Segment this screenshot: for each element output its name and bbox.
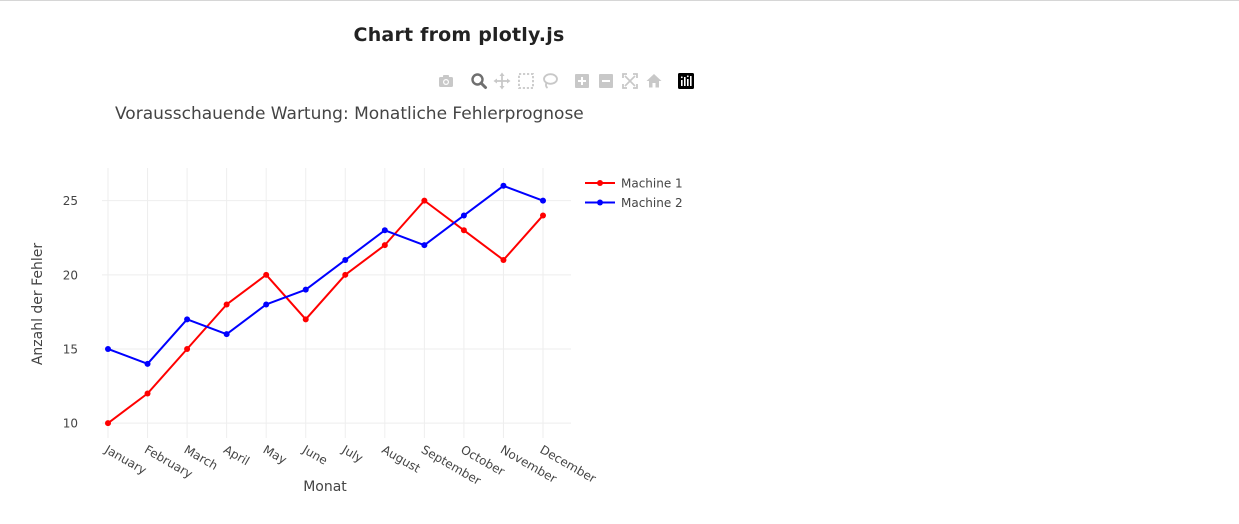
data-point[interactable] [302, 286, 309, 293]
legend-item-1[interactable]: Machine 1 [585, 177, 683, 191]
x-tick-label: April [221, 442, 252, 468]
data-point[interactable] [302, 316, 309, 323]
y-tick-label: 20 [63, 268, 78, 282]
x-tick-label: January [102, 442, 149, 477]
legend-item-2[interactable]: Machine 2 [585, 196, 683, 210]
reset-axes-icon[interactable] [644, 71, 664, 91]
data-point[interactable] [263, 271, 270, 278]
x-tick-label: July [339, 442, 366, 465]
data-point[interactable] [460, 227, 467, 234]
chart-grid [102, 168, 571, 438]
data-point[interactable] [421, 197, 428, 204]
data-point[interactable] [105, 420, 111, 427]
zoom-in-icon[interactable] [572, 71, 592, 91]
data-point[interactable] [184, 316, 191, 323]
y-tick-label: 25 [63, 194, 78, 208]
data-point[interactable] [144, 390, 151, 397]
top-divider [0, 0, 1239, 1]
series-line-1 [107, 199, 544, 424]
chart-title: Vorausschauende Wartung: Monatliche Fehl… [115, 104, 584, 124]
data-point[interactable] [460, 212, 467, 219]
data-point[interactable] [381, 242, 388, 249]
zoom-icon[interactable] [469, 71, 489, 91]
data-point[interactable] [263, 301, 270, 308]
pan-icon[interactable] [492, 71, 512, 91]
x-tick-label: August [379, 442, 423, 475]
data-point[interactable] [342, 271, 349, 278]
autoscale-icon[interactable] [620, 71, 640, 91]
x-axis-label: Monat [303, 479, 347, 495]
data-point[interactable] [223, 301, 230, 308]
data-point[interactable] [105, 345, 111, 352]
data-point[interactable] [540, 197, 546, 204]
data-point[interactable] [381, 227, 388, 234]
data-point[interactable] [342, 256, 349, 263]
chart-legend[interactable]: Machine 1 Machine 2 [585, 177, 683, 211]
data-point[interactable] [144, 360, 151, 367]
camera-icon[interactable] [436, 71, 456, 91]
box-select-icon[interactable] [516, 71, 536, 91]
legend-label: Machine 1 [621, 177, 683, 191]
legend-swatch-marker [597, 180, 603, 186]
data-point[interactable] [540, 212, 546, 219]
x-tick-label: June [299, 442, 330, 468]
y-tick-label: 10 [63, 417, 78, 431]
page-title: Chart from plotly.js [353, 24, 565, 46]
y-axis-ticks: 10 15 20 25 [63, 194, 78, 431]
y-axis-label: Anzahl der Fehler [30, 243, 46, 366]
zoom-out-icon[interactable] [596, 71, 616, 91]
x-tick-label: May [261, 442, 289, 467]
legend-label: Machine 2 [621, 196, 683, 210]
data-point[interactable] [421, 242, 428, 249]
chart-series [105, 182, 546, 427]
data-point[interactable] [184, 345, 191, 352]
plotly-logo-icon[interactable] [676, 71, 696, 91]
data-point[interactable] [500, 256, 507, 263]
series-line-2 [107, 184, 544, 365]
legend-swatch-marker [597, 199, 603, 206]
lasso-select-icon[interactable] [540, 71, 560, 91]
data-point[interactable] [500, 182, 507, 189]
y-tick-label: 15 [63, 342, 78, 356]
data-point[interactable] [223, 331, 230, 338]
